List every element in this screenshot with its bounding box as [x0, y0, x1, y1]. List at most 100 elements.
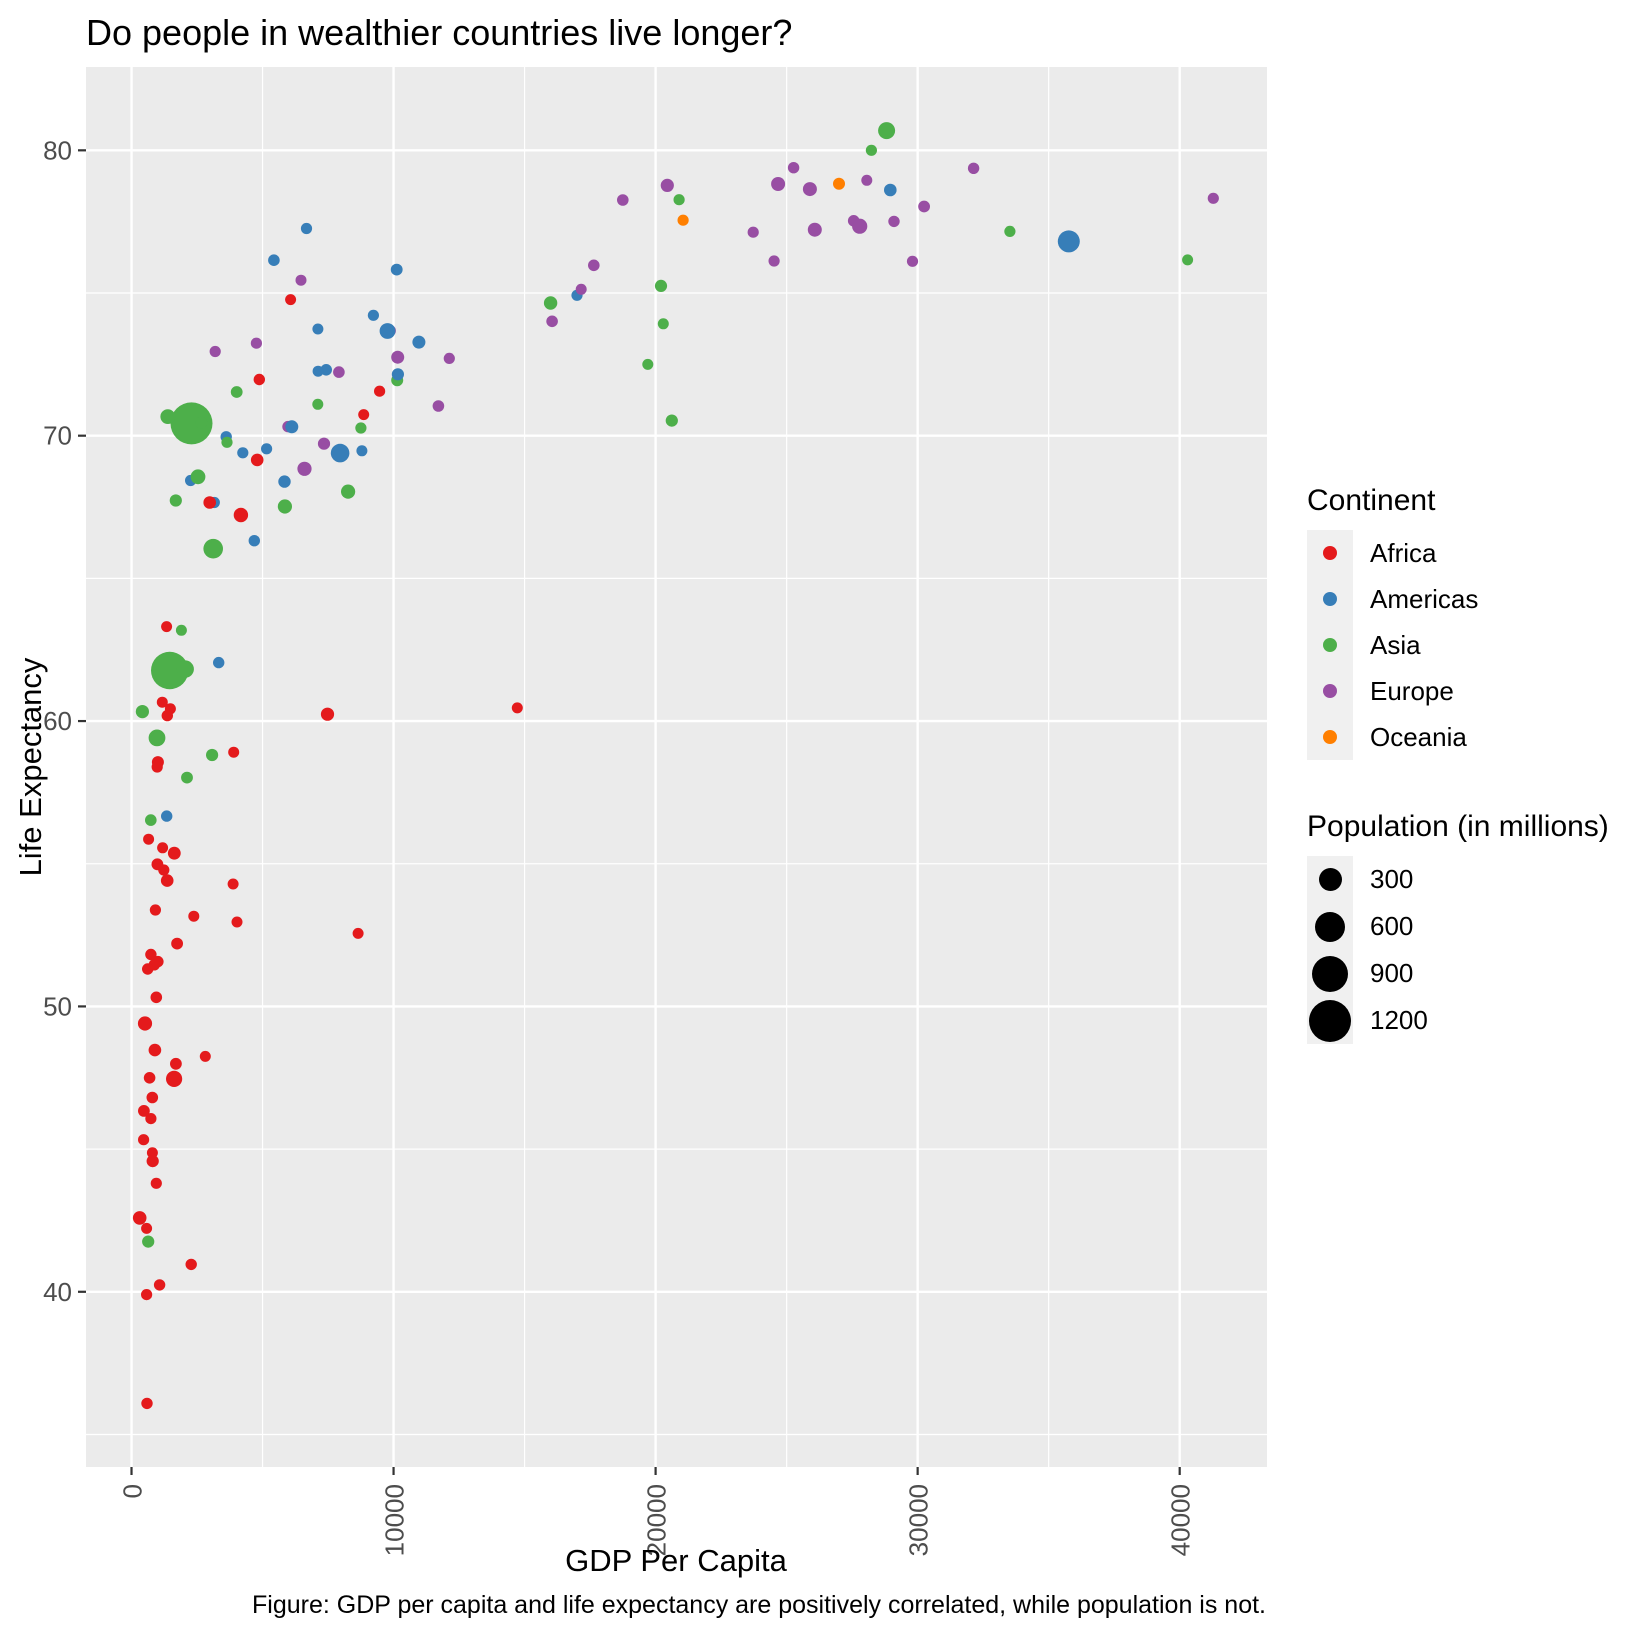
legend-item-label: 1200 — [1370, 1005, 1428, 1035]
data-point-haiti — [161, 810, 173, 822]
size-dot-icon — [1318, 868, 1342, 891]
data-point-botswana — [352, 927, 364, 939]
data-point-afghanistan — [142, 1235, 155, 1248]
data-point-czech-republic — [546, 315, 558, 328]
data-point-indonesia — [203, 538, 223, 559]
y-tick-label: 70 — [43, 421, 72, 451]
y-tick-label: 50 — [43, 991, 72, 1021]
data-point-oman — [642, 358, 654, 370]
data-point-nigeria — [166, 1070, 183, 1087]
data-point-mexico — [379, 323, 396, 339]
data-point-sweden — [787, 162, 800, 174]
data-point-trinidad-and-tobago — [356, 445, 368, 457]
data-point-kuwait — [1182, 254, 1194, 266]
data-point-finland — [747, 226, 759, 238]
size-dot-icon — [1315, 911, 1345, 942]
legend-key — [1307, 530, 1353, 576]
data-point-korea-rep- — [543, 296, 558, 310]
data-point-senegal — [161, 709, 173, 722]
data-point-mauritius — [358, 409, 370, 421]
data-point-paraguay — [237, 447, 249, 459]
data-point-el-salvador — [261, 443, 273, 455]
population-legend-item-300: 300 — [1307, 856, 1609, 903]
data-point-china — [170, 402, 213, 445]
data-point-ethiopia — [137, 1016, 153, 1031]
data-point-guatemala — [248, 535, 260, 547]
legend-item-label: Oceania — [1370, 721, 1467, 752]
data-point-singapore — [1004, 225, 1016, 237]
data-point-australia — [833, 177, 845, 190]
data-point-gambia — [143, 833, 155, 845]
data-point-taiwan — [654, 279, 668, 292]
legend-item-label: Europe — [1370, 675, 1454, 706]
y-tick-label: 40 — [43, 1277, 72, 1307]
data-point-congo-dem-rep- — [132, 1211, 147, 1225]
legend-key — [1307, 950, 1353, 997]
plot-panel — [86, 67, 1267, 1467]
data-point-hungary — [432, 400, 445, 412]
data-point-colombia — [285, 420, 299, 434]
data-point-panama — [312, 323, 324, 335]
data-point-jamaica — [312, 365, 324, 377]
data-point-india — [151, 651, 189, 690]
population-legend-title: Population (in millions) — [1307, 810, 1609, 843]
continent-legend-items: Africa Americas Asia Europe Oceania — [1307, 530, 1478, 760]
data-point-syria — [230, 386, 243, 398]
data-point-portugal — [588, 259, 600, 272]
data-point-libya — [374, 385, 386, 397]
asia-color-dot-icon — [1323, 638, 1337, 652]
data-point-togo — [151, 761, 163, 773]
data-point-slovenia — [575, 283, 587, 295]
legend-key — [1307, 576, 1353, 622]
legend-item-label: 600 — [1370, 911, 1414, 941]
legend-item-label: 900 — [1370, 958, 1414, 988]
legend-item-label: 300 — [1370, 864, 1414, 894]
americas-color-dot-icon — [1323, 592, 1337, 606]
data-point-slovak-republic — [443, 352, 455, 364]
data-point-venezuela — [391, 368, 404, 381]
legend-key — [1307, 622, 1353, 668]
legend-item-label: Africa — [1370, 537, 1437, 568]
data-point-new-zealand — [677, 214, 689, 226]
x-tick-label: 10000 — [380, 1484, 410, 1556]
legend-key — [1307, 856, 1353, 903]
data-point-angola — [185, 1258, 197, 1271]
europe-color-dot-icon — [1323, 684, 1337, 698]
data-point-saudi-arabia — [665, 414, 678, 427]
x-tick-label: 0 — [118, 1484, 148, 1498]
data-point-cameroon — [171, 937, 184, 950]
data-point-chile — [390, 263, 403, 276]
data-point-uruguay — [367, 309, 379, 321]
data-point-yemen-rep- — [181, 771, 193, 784]
data-point-united-kingdom — [807, 222, 822, 237]
y-tick-label: 80 — [43, 135, 72, 165]
data-point-sudan — [167, 846, 181, 860]
size-dot-icon — [1309, 999, 1351, 1042]
population-legend-items: 300 600 900 1200 — [1307, 856, 1609, 1044]
data-point-mali — [145, 948, 157, 961]
plot-title: Do people in wealthier countries live lo… — [86, 12, 793, 53]
data-point-serbia — [333, 366, 345, 378]
data-point-romania — [317, 437, 331, 450]
data-point-myanmar — [135, 705, 149, 719]
data-point-cuba — [268, 254, 280, 266]
data-point-iran — [341, 484, 356, 499]
data-point-iraq — [206, 748, 219, 762]
data-point-pakistan — [176, 660, 194, 678]
data-point-eritrea — [149, 904, 161, 916]
data-point-lesotho — [157, 842, 169, 854]
data-point-bolivia — [213, 656, 225, 669]
data-point-uganda — [146, 1155, 159, 1168]
y-axis-title: Life Expectancy — [13, 657, 48, 877]
data-point-madagascar — [151, 858, 164, 871]
data-point-montenegro — [295, 274, 307, 286]
data-point-algeria — [250, 453, 264, 467]
continent-legend-item-africa: Africa — [1307, 530, 1478, 576]
data-point-equatorial-guinea — [199, 1050, 211, 1062]
data-point-argentina — [412, 335, 426, 349]
data-point-norway — [1207, 192, 1219, 204]
data-point-rwanda — [141, 1397, 153, 1410]
size-dot-icon — [1312, 955, 1348, 992]
figure-caption: Figure: GDP per capita and life expectan… — [252, 1591, 1266, 1619]
